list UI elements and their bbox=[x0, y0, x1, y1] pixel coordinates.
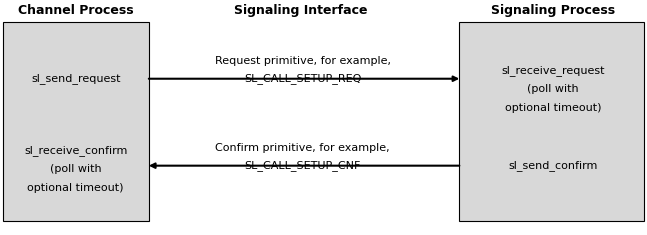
Text: SL_CALL_SETUP_CNF: SL_CALL_SETUP_CNF bbox=[245, 160, 361, 171]
Text: Channel Process: Channel Process bbox=[18, 4, 133, 17]
FancyBboxPatch shape bbox=[459, 22, 644, 221]
Text: Confirm primitive, for example,: Confirm primitive, for example, bbox=[215, 143, 390, 153]
Text: Signaling Process: Signaling Process bbox=[491, 4, 615, 17]
Text: Request primitive, for example,: Request primitive, for example, bbox=[215, 56, 391, 66]
Text: (poll with: (poll with bbox=[527, 84, 579, 94]
Text: sl_receive_request: sl_receive_request bbox=[501, 65, 605, 76]
FancyBboxPatch shape bbox=[3, 22, 149, 221]
Text: SL_CALL_SETUP_REQ: SL_CALL_SETUP_REQ bbox=[244, 73, 362, 84]
Text: optional timeout): optional timeout) bbox=[505, 103, 602, 113]
Text: (poll with: (poll with bbox=[50, 164, 102, 174]
Text: optional timeout): optional timeout) bbox=[27, 183, 124, 193]
Text: Signaling Interface: Signaling Interface bbox=[234, 4, 367, 17]
Text: sl_receive_confirm: sl_receive_confirm bbox=[24, 145, 127, 156]
Text: sl_send_confirm: sl_send_confirm bbox=[509, 160, 598, 171]
Text: sl_send_request: sl_send_request bbox=[31, 73, 120, 84]
